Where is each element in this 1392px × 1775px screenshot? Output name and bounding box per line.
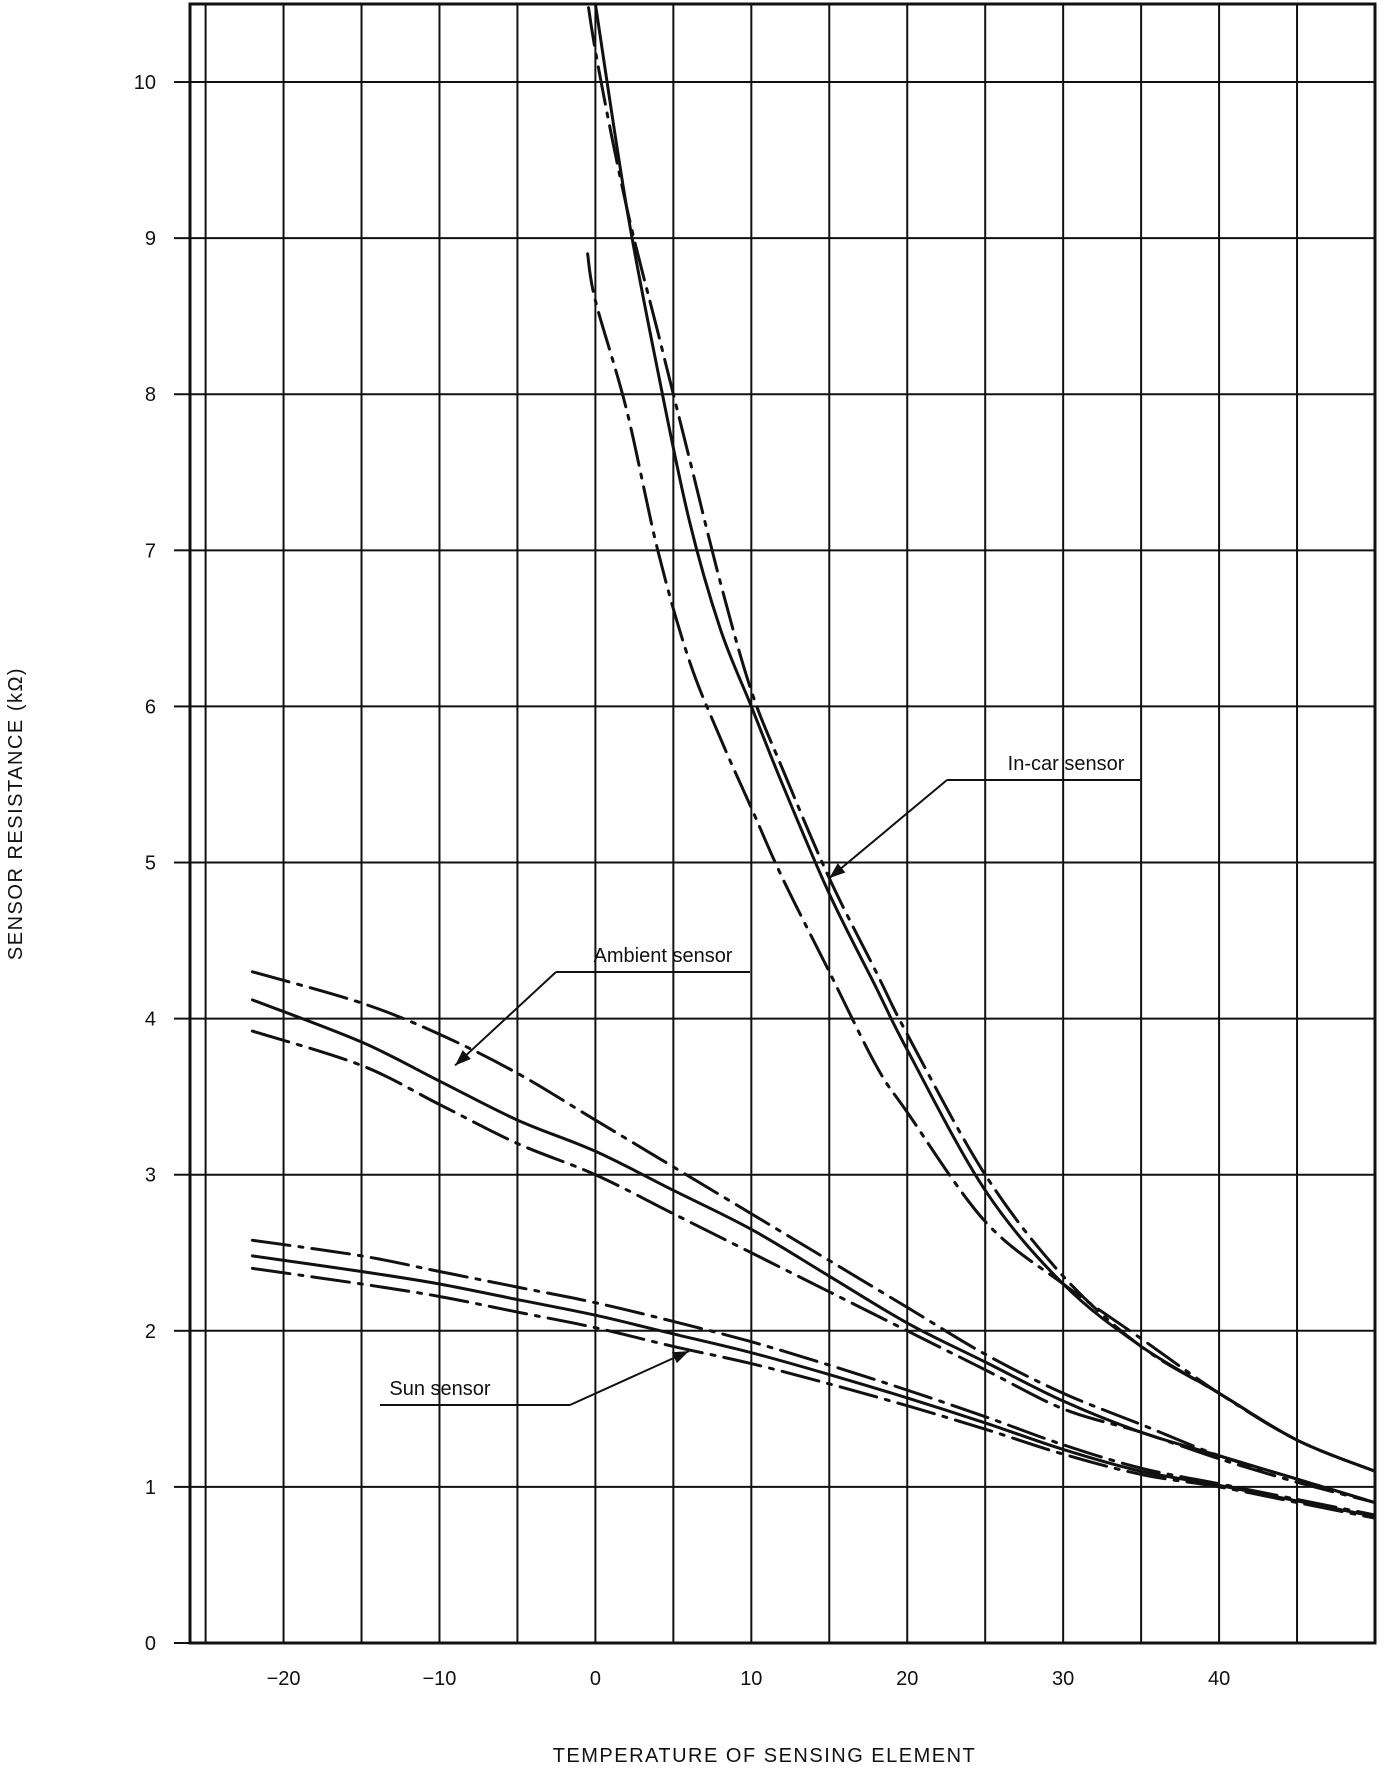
x-tick-label: 20	[896, 1668, 918, 1690]
plot-frame	[188, 2, 1377, 1645]
y-axis-title: SENSOR RESISTANCE (kΩ)	[5, 667, 27, 960]
ambient-sensor-curve-2	[250, 998, 1375, 1505]
y-tick-label: 8	[145, 384, 156, 406]
ambient-sensor-curve-1	[250, 970, 1375, 1505]
sun-sensor-curve-1	[250, 1238, 1375, 1517]
sun-sensor-label: Sun sensor	[389, 1378, 491, 1400]
tick-labels: −20 −10 0 10 20 30 40 0 1 2 3 4 5 6 7 8 9 10	[134, 72, 1230, 1690]
annotations: In-car sensor Ambient sensor Sun sensor	[380, 753, 1140, 1406]
x-axis-title: TEMPERATURE OF SENSING ELEMENT	[553, 1745, 977, 1767]
ambient-sensor-label: Ambient sensor	[594, 945, 733, 967]
y-tick-label: 1	[145, 1477, 156, 1499]
in-car-sensor-leader-line	[828, 779, 948, 879]
in-car-sensor-curve-1	[586, 4, 1375, 1473]
ambient-sensor-arrowhead	[455, 1050, 471, 1066]
series-layer	[250, 4, 1375, 1520]
in-car-sensor-curve-2	[593, 4, 1375, 1473]
y-tick-label: 4	[145, 1009, 156, 1031]
sun-sensor-arrowhead	[671, 1351, 689, 1364]
y-tick-label: 2	[145, 1321, 156, 1343]
x-tick-label: 0	[590, 1668, 601, 1690]
x-tick-label: 30	[1052, 1668, 1074, 1690]
y-tick-label: 0	[145, 1633, 156, 1655]
x-tick-label: 40	[1208, 1668, 1230, 1690]
x-tick-label: −10	[423, 1668, 457, 1690]
x-tick-label: −20	[267, 1668, 301, 1690]
in-car-sensor-curve-3	[586, 252, 1375, 1473]
ambient-sensor-curve-3	[250, 1029, 1375, 1505]
y-tick-label: 9	[145, 228, 156, 250]
sun-sensor-curve-2	[250, 1254, 1375, 1519]
y-tick-label: 5	[145, 853, 156, 875]
in-car-sensor-label: In-car sensor	[1008, 753, 1125, 775]
y-tick-label: 3	[145, 1165, 156, 1187]
in-car-sensor-arrowhead	[829, 863, 846, 879]
ambient-sensor-leader-line	[454, 971, 557, 1067]
sun-sensor-curve-3	[250, 1266, 1375, 1520]
y-tick-label: 6	[145, 696, 156, 718]
x-tick-label: 10	[740, 1668, 762, 1690]
grid	[190, 4, 1376, 1644]
y-tick-label: 10	[134, 72, 156, 94]
sun-sensor-leader-line	[569, 1350, 690, 1406]
y-tick-label: 7	[145, 540, 156, 562]
